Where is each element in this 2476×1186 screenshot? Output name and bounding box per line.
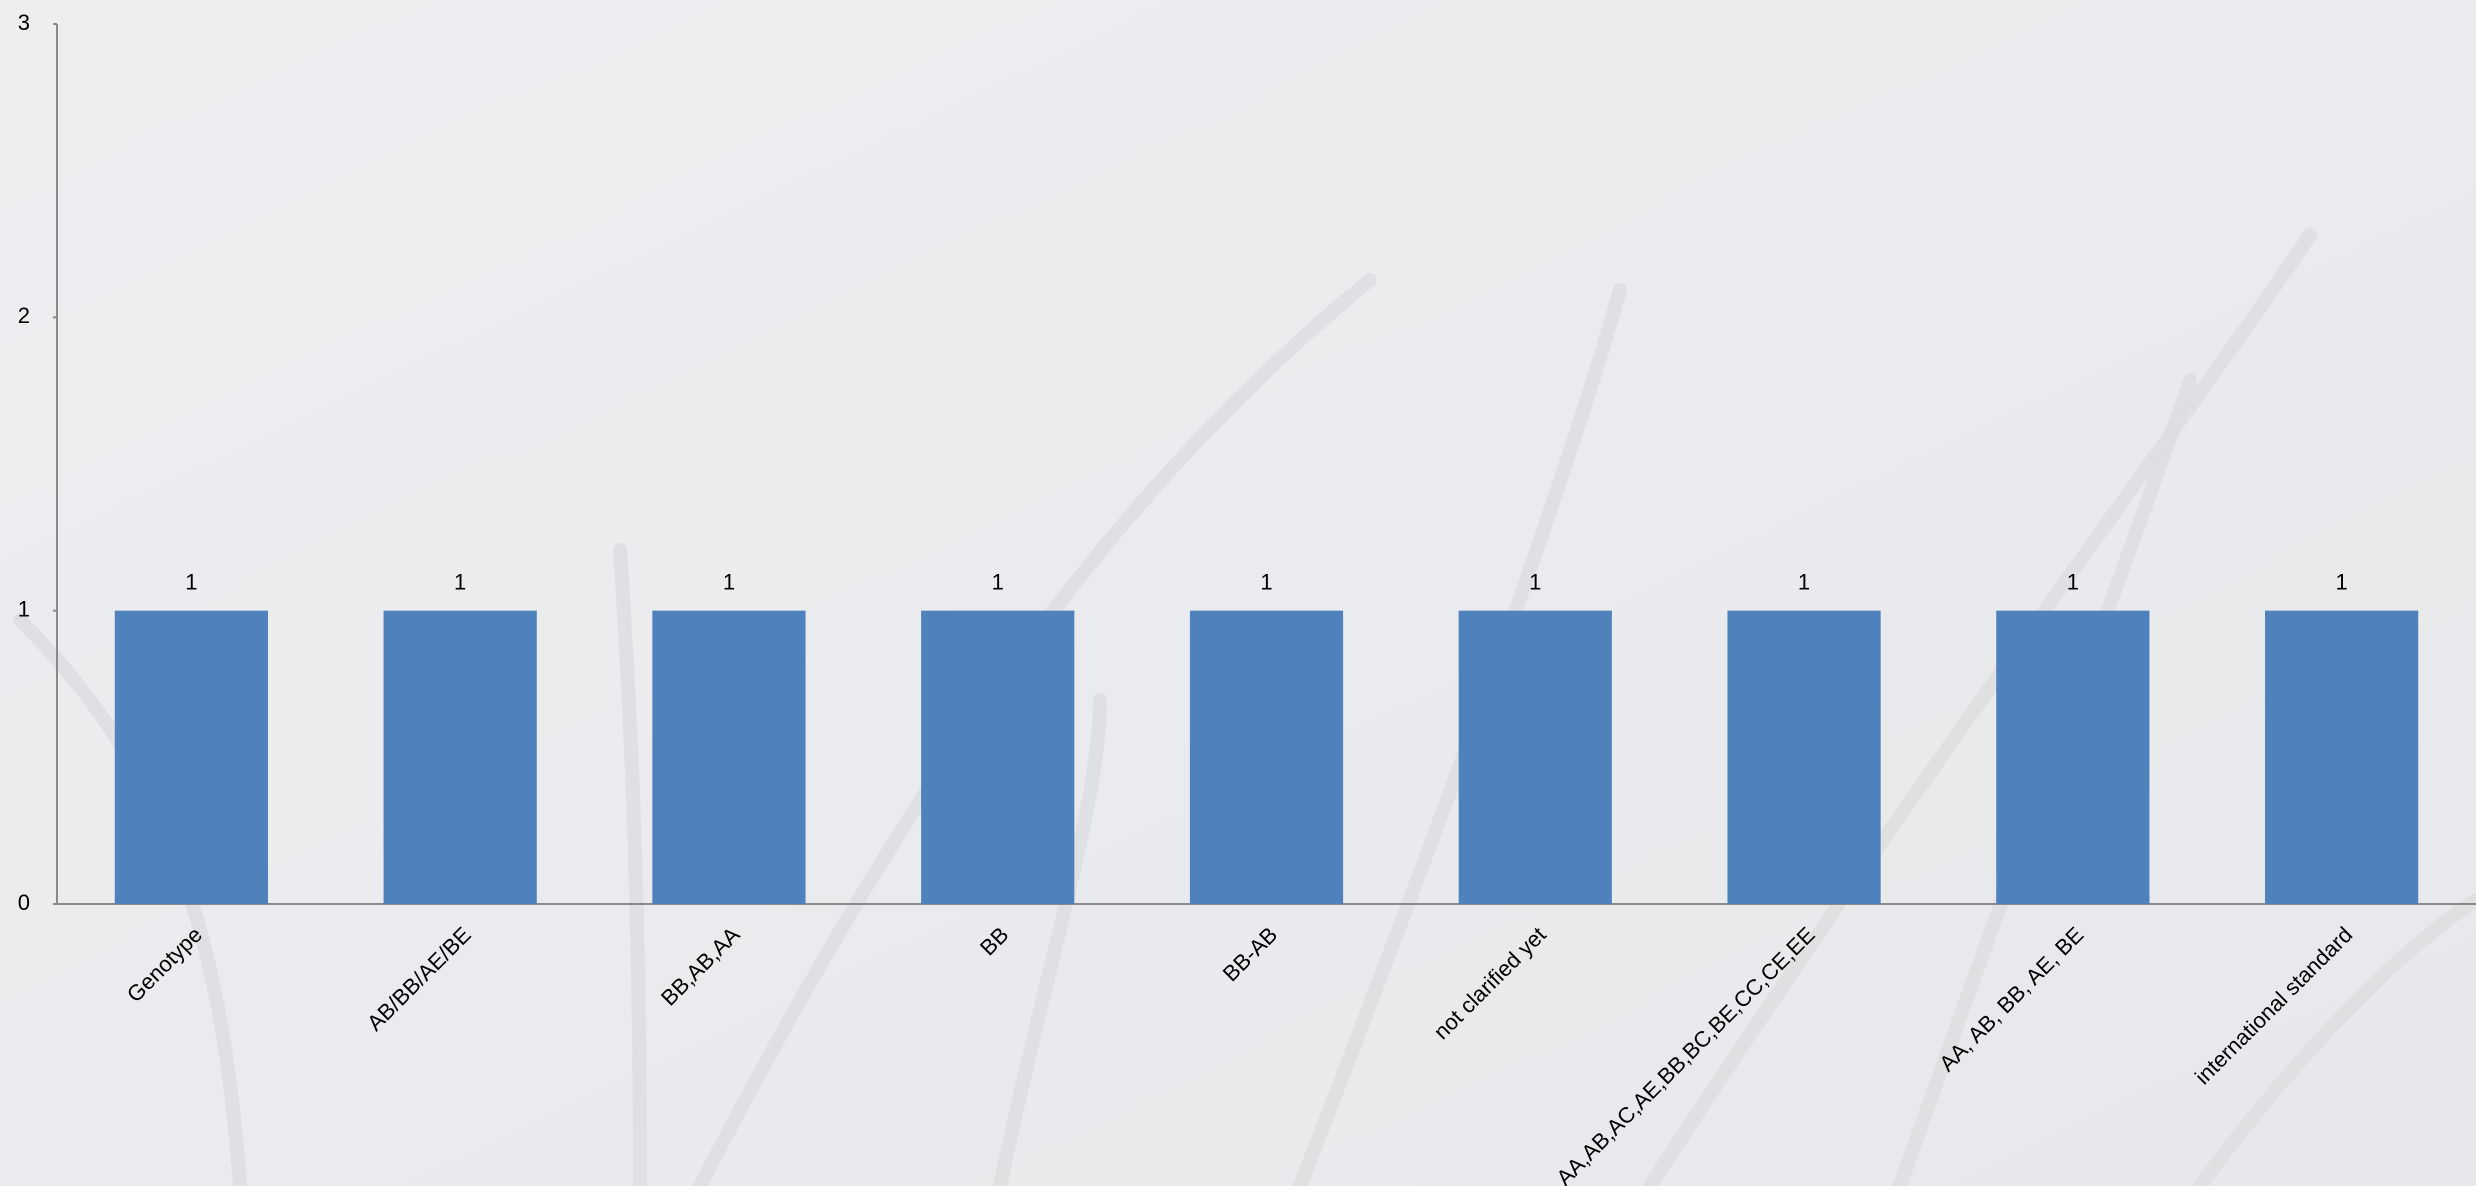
bar bbox=[114, 610, 268, 904]
data-label: 1 bbox=[992, 569, 1004, 594]
data-label: 1 bbox=[2335, 569, 2347, 594]
y-tick-label: 1 bbox=[18, 596, 30, 621]
bar bbox=[1996, 610, 2150, 904]
data-label: 1 bbox=[454, 569, 466, 594]
data-label: 1 bbox=[1260, 569, 1272, 594]
bar bbox=[1458, 610, 1612, 904]
data-label: 1 bbox=[185, 569, 197, 594]
bar bbox=[2265, 610, 2419, 904]
bar bbox=[383, 610, 537, 904]
data-label: 1 bbox=[723, 569, 735, 594]
data-label: 1 bbox=[1798, 569, 1810, 594]
bar bbox=[921, 610, 1075, 904]
y-tick-label: 3 bbox=[18, 10, 30, 35]
bar bbox=[1727, 610, 1881, 904]
data-label: 1 bbox=[2067, 569, 2079, 594]
data-label: 1 bbox=[1529, 569, 1541, 594]
y-tick-label: 0 bbox=[18, 890, 30, 915]
bar bbox=[1189, 610, 1344, 904]
bar bbox=[652, 610, 806, 904]
y-tick-label: 2 bbox=[18, 303, 30, 328]
